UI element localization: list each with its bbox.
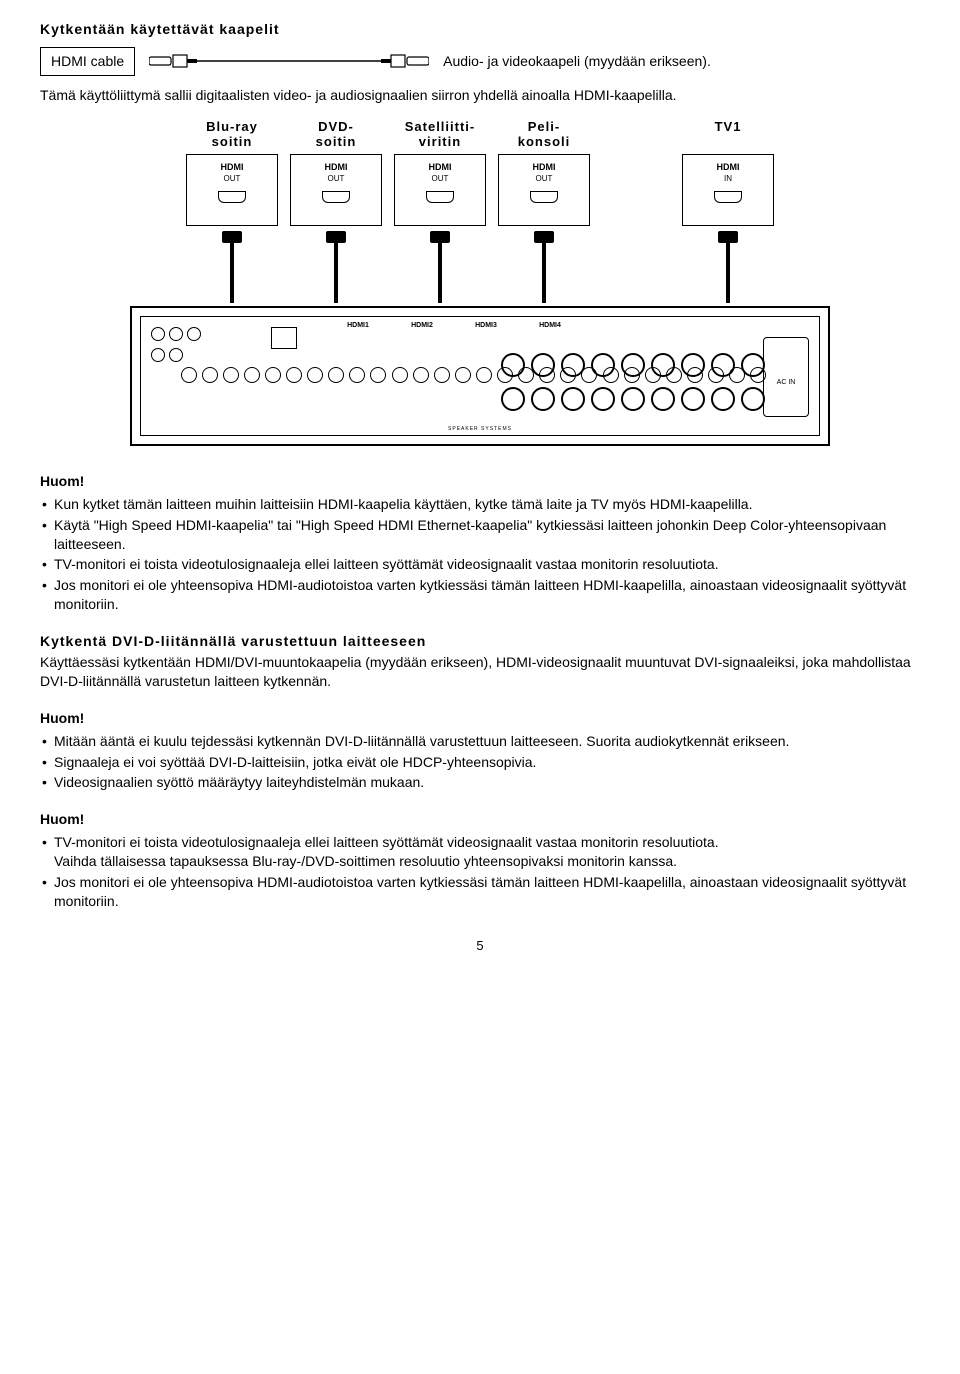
notes-list-3: TV-monitori ei toista videotulosignaalej… [40,833,920,911]
note-line: TV-monitori ei toista videotulosignaalej… [54,834,719,850]
huom-heading-1: Huom! [40,472,920,491]
device-labels-row: Blu-ray soitin DVD- soitin Satelliitti- … [40,119,920,150]
receiver-speaker-terminals-top [501,353,765,377]
note-item: TV-monitori ei toista videotulosignaalej… [40,555,920,574]
hdmi-cable-line-icon [726,243,730,303]
rcv-hdmi1: HDMI1 [341,321,375,330]
rcv-hdmi4: HDMI4 [533,321,567,330]
hdmi-port-icon [426,191,454,203]
note-item: Signaaleja ei voi syöttää DVI-D-laitteis… [40,753,920,772]
receiver-inner: HDMI1 HDMI2 HDMI3 HDMI4 AC IN SPEAKER SY… [140,316,820,436]
dvi-body-text: Käyttäessäsi kytkentään HDMI/DVI-muuntok… [40,653,920,691]
hdmi-boxes-row: HDMI OUT HDMI OUT HDMI OUT HDMI OUT HDMI… [40,154,920,226]
hdmi-box-game: HDMI OUT [498,154,590,226]
hdmi-port-icon [530,191,558,203]
label-dvd-l1: DVD- [318,119,354,134]
receiver-speaker-terminals-bottom [501,387,765,411]
cable-description: Audio- ja videokaapeli (myydään erikseen… [443,52,711,71]
label-bluray-l2: soitin [212,134,253,149]
section-title: Kytkentään käytettävät kaapelit [40,20,920,39]
receiver-left-jacks [149,325,203,367]
hdmi-title: HDMI [187,161,277,173]
note-item: Käytä "High Speed HDMI-kaapelia" tai "Hi… [40,516,920,554]
hdmi-port-icon [322,191,350,203]
label-dvd: DVD- soitin [290,119,382,150]
hdmi-out: OUT [187,174,277,185]
hdmi-cable-line-icon [542,243,546,303]
hdmi-box-sat: HDMI OUT [394,154,486,226]
hdmi-plug-icon [534,231,554,243]
label-sat: Satelliitti- viritin [394,119,486,150]
label-sat-l2: viritin [419,134,461,149]
page-number: 5 [40,937,920,955]
label-bluray-l1: Blu-ray [206,119,258,134]
hdmi-out: OUT [499,174,589,185]
intro-text: Tämä käyttöliittymä sallii digitaalisten… [40,86,920,105]
note-item: Kun kytket tämän laitteen muihin laittei… [40,495,920,514]
receiver-bottom-label: SPEAKER SYSTEMS [141,426,819,433]
hdmi-cable-line-icon [230,243,234,303]
receiver-hdmi-labels: HDMI1 HDMI2 HDMI3 HDMI4 [341,321,567,330]
hdmi-cable-line-icon [334,243,338,303]
note-item: Videosignaalien syöttö määräytyy laiteyh… [40,773,920,792]
network-port-icon [271,327,297,349]
hdmi-cable-icon [149,51,429,71]
hdmi-out: OUT [395,174,485,185]
hdmi-box-dvd: HDMI OUT [290,154,382,226]
note-item: Jos monitori ei ole yhteensopiva HDMI-au… [40,873,920,911]
hdmi-port-icon [714,191,742,203]
hdmi-cable-label: HDMI cable [40,47,135,76]
note-item: Jos monitori ei ole yhteensopiva HDMI-au… [40,576,920,614]
hdmi-port-icon [218,191,246,203]
note-item: TV-monitori ei toista videotulosignaalej… [40,833,920,871]
hdmi-title: HDMI [291,161,381,173]
hdmi-in: IN [683,174,773,185]
hdmi-box-bluray: HDMI OUT [186,154,278,226]
hdmi-cable-line-icon [438,243,442,303]
rcv-hdmi2: HDMI2 [405,321,439,330]
hdmi-plug-icon [222,231,242,243]
hdmi-box-tv: HDMI IN [682,154,774,226]
hdmi-plug-icon [718,231,738,243]
hdmi-out: OUT [291,174,381,185]
dvi-subsection-title: Kytkentä DVI-D-liitännällä varustettuun … [40,632,920,651]
receiver-panel: HDMI1 HDMI2 HDMI3 HDMI4 AC IN SPEAKER SY… [130,306,830,446]
label-tv-text: TV1 [715,119,742,134]
label-dvd-l2: soitin [316,134,357,149]
label-game-l2: konsoli [518,134,571,149]
huom-heading-2: Huom! [40,709,920,728]
hdmi-title: HDMI [499,161,589,173]
receiver-diagram: HDMI1 HDMI2 HDMI3 HDMI4 AC IN SPEAKER SY… [40,306,920,446]
huom-heading-3: Huom! [40,810,920,829]
ac-in-socket: AC IN [763,337,809,417]
hdmi-title: HDMI [683,161,773,173]
label-game: Peli- konsoli [498,119,590,150]
label-sat-l1: Satelliitti- [405,119,476,134]
notes-list-1: Kun kytket tämän laitteen muihin laittei… [40,495,920,614]
hdmi-plug-icon [326,231,346,243]
label-bluray: Blu-ray soitin [186,119,278,150]
label-game-l1: Peli- [528,119,560,134]
label-tv: TV1 [682,119,774,150]
note-line: Vaihda tällaisessa tapauksessa Blu-ray-/… [54,853,677,869]
note-item: Mitään ääntä ei kuulu tejdessäsi kytkenn… [40,732,920,751]
cable-row: HDMI cable Audio- ja videokaapeli (myydä… [40,47,920,76]
rcv-hdmi3: HDMI3 [469,321,503,330]
hdmi-title: HDMI [395,161,485,173]
notes-list-2: Mitään ääntä ei kuulu tejdessäsi kytkenn… [40,732,920,793]
hdmi-plug-icon [430,231,450,243]
